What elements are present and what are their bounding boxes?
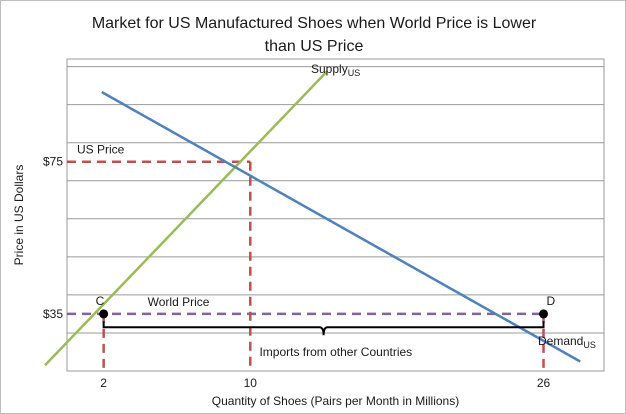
series-label-subscript: US bbox=[348, 68, 361, 78]
reference-line-label: World Price bbox=[148, 295, 210, 309]
series-label-demand: DemandUS bbox=[538, 334, 596, 350]
x-tick-label: 2 bbox=[100, 376, 107, 390]
series-lines bbox=[44, 70, 581, 367]
reference-lines: US Price World Price bbox=[67, 143, 545, 371]
chart-title-line-1: Market for US Manufactured Shoes when Wo… bbox=[92, 15, 537, 32]
point-label: C bbox=[96, 294, 105, 308]
tick-labels: 2 10 26 $35 $75 bbox=[43, 155, 551, 390]
plot-border bbox=[66, 58, 605, 372]
series-labels: SupplyUS DemandUS bbox=[311, 62, 596, 350]
y-axis-label: Price in US Dollars bbox=[12, 165, 26, 266]
series-label-subscript: US bbox=[583, 340, 596, 350]
y-tick-label: $35 bbox=[43, 307, 63, 321]
y-tick-label: $75 bbox=[43, 155, 63, 169]
point-marker bbox=[539, 309, 549, 319]
x-axis-label: Quantity of Shoes (Pairs per Month in Mi… bbox=[212, 394, 459, 408]
x-tick-label: 10 bbox=[244, 376, 258, 390]
point-label: D bbox=[547, 294, 556, 308]
x-tick-label: 26 bbox=[537, 376, 551, 390]
point-marker bbox=[99, 309, 109, 319]
bracket-label: Imports from other Countries bbox=[259, 345, 412, 359]
series-line-demand bbox=[101, 91, 581, 363]
gridlines bbox=[66, 58, 605, 372]
chart-title-line-2: than US Price bbox=[265, 38, 364, 55]
series-label-supply: SupplyUS bbox=[311, 62, 360, 78]
reference-line-label: US Price bbox=[77, 143, 125, 157]
series-line-supply bbox=[44, 70, 329, 367]
imports-bracket: Imports from other Countries bbox=[102, 321, 545, 359]
